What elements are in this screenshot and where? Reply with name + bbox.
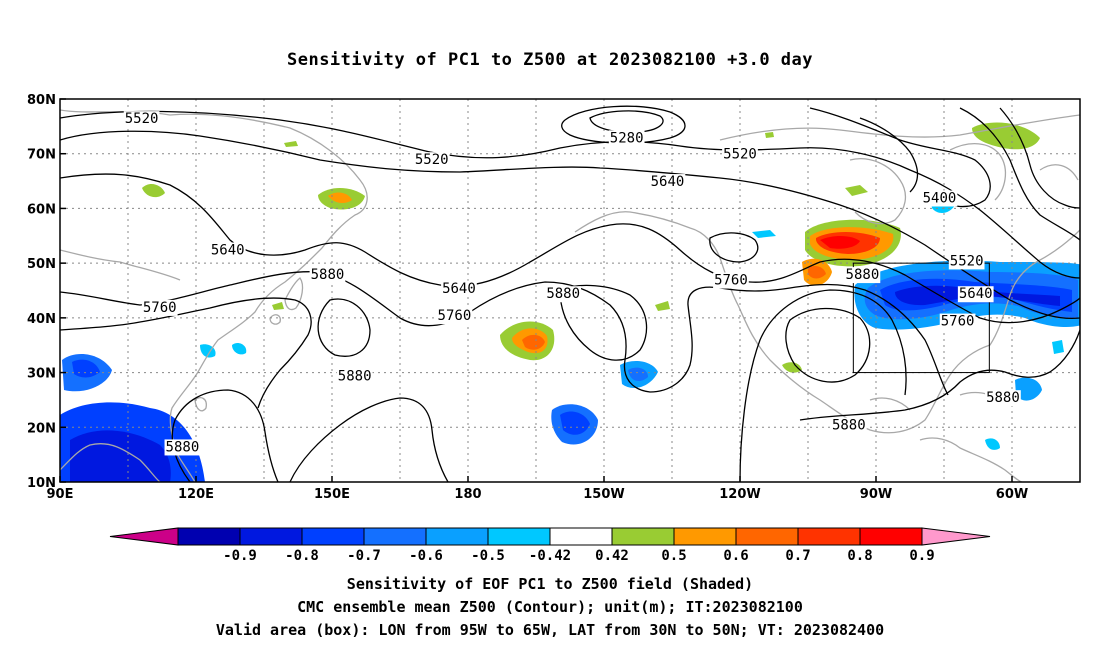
contour-labels: 5520 5280 5520 5520 5640 5400 5640 5880 5640 5760… (123, 111, 1021, 456)
contour-label: 5640 (442, 281, 476, 297)
colorbar-label: 0.5 (661, 548, 686, 564)
contour-label: 5760 (941, 314, 975, 330)
contour-label-bg (141, 299, 178, 316)
lat-label: 70N (27, 148, 56, 163)
contour-label: 5880 (311, 267, 345, 283)
contour-label: 5520 (415, 152, 449, 168)
contour-label-bg (921, 190, 958, 207)
contour-label: 5880 (832, 418, 866, 434)
lat-label: 10N (27, 476, 56, 491)
colorbar-segment (859, 527, 923, 546)
lon-label: 150W (583, 487, 624, 502)
coastlines (60, 109, 1080, 482)
contour-label: 5760 (143, 300, 177, 316)
lon-label: 60W (996, 487, 1028, 502)
colorbar-label: 0.9 (909, 548, 934, 564)
contour-label: 5520 (723, 147, 757, 163)
lon-label: 90E (47, 487, 74, 502)
map-frame (59, 98, 1081, 483)
colorbar-segment (239, 527, 303, 546)
colorbar-segment (487, 527, 551, 546)
contour-label: 5520 (950, 253, 984, 269)
contour-label: 5520 (125, 111, 159, 127)
lon-label: 90W (860, 487, 892, 502)
contour-label-bg (336, 368, 373, 385)
colorbar-label: 0.8 (847, 548, 872, 564)
lat-label: 50N (27, 257, 56, 272)
contour-label-bg (722, 146, 758, 163)
contour-label-bg (948, 253, 985, 270)
contour-label: 5880 (546, 286, 580, 302)
caption-valid-area: Valid area (box): LON from 95W to 65W, L… (215, 621, 885, 639)
contour-label-bg (123, 111, 160, 128)
lon-label: 120W (719, 487, 760, 502)
colorbar-segment (177, 527, 241, 546)
colorbar: -0.9 -0.8 -0.7 -0.6 -0.5 -0.42 0.42 0.5 0.6 0.7 0.… (109, 527, 991, 564)
colorbar-label: -0.7 (347, 548, 381, 564)
contour-label-bg (957, 286, 994, 303)
colorbar-label: -0.9 (223, 548, 257, 564)
contour-label-bg (608, 130, 645, 147)
colorbar-segment (797, 527, 861, 546)
contour-label: 5400 (923, 190, 957, 206)
lon-label: 120E (178, 487, 214, 502)
colorbar-label: -0.42 (529, 548, 571, 564)
contour-label: 5640 (959, 286, 993, 302)
colorbar-label: 0.42 (595, 548, 629, 564)
lat-lon-grid (60, 99, 1080, 482)
contour-label: 5640 (211, 242, 245, 258)
lat-label: 40N (27, 312, 56, 327)
sensitivity-shading (60, 122, 1080, 482)
colorbar-segment (363, 527, 427, 546)
contour-label-bg (713, 272, 749, 289)
contour-label-bg (309, 267, 346, 284)
colorbar-label: 0.6 (723, 548, 748, 564)
latitude-axis-labels: 10N 20N 30N 40N 50N 60N 70N 80N (27, 93, 66, 491)
colorbar-low-triangle (109, 527, 179, 546)
lon-label: 150E (314, 487, 350, 502)
contour-label: 5280 (610, 130, 644, 146)
map-title: Sensitivity of PC1 to Z500 at 2023082100… (286, 50, 813, 70)
valid-area-box (852, 262, 990, 374)
lat-label: 20N (27, 421, 56, 436)
longitude-axis-labels: 90E 120E 150E 180 150W 120W 90W 60W (47, 476, 1028, 502)
lon-label: 180 (454, 487, 481, 502)
contour-label: 5880 (846, 267, 880, 283)
contour-label: 5880 (166, 439, 200, 455)
contour-label-bg (830, 417, 867, 434)
contour-label-bg (649, 174, 686, 191)
contour-label-bg (164, 439, 201, 456)
contour-label-bg (844, 267, 881, 284)
contour-label-bg (939, 313, 976, 330)
colorbar-segment (611, 527, 675, 546)
colorbar-label: 0.7 (785, 548, 810, 564)
caption-contour: CMC ensemble mean Z500 (Contour); unit(m… (297, 598, 803, 616)
lat-label: 60N (27, 202, 56, 217)
contour-label: 5760 (714, 273, 748, 289)
contour-label: 5640 (651, 174, 685, 190)
colorbar-segment (549, 527, 613, 546)
contour-label: 5880 (338, 368, 372, 384)
contour-label-bg (441, 280, 477, 297)
contour-label-bg (436, 308, 473, 325)
caption-shading: Sensitivity of EOF PC1 to Z500 field (Sh… (346, 575, 754, 593)
colorbar-label: -0.6 (409, 548, 443, 564)
colorbar-high-triangle (921, 527, 991, 546)
colorbar-segment (673, 527, 737, 546)
lat-label: 30N (27, 367, 56, 382)
colorbar-label: -0.5 (471, 548, 505, 564)
contour-label-bg (545, 286, 582, 303)
lat-label: 80N (27, 93, 56, 108)
contour-label: 5760 (438, 308, 472, 324)
colorbar-segment (425, 527, 489, 546)
contour-label-bg (413, 152, 450, 169)
contour-label: 5880 (986, 390, 1020, 406)
contour-label-bg (209, 242, 246, 259)
colorbar-label: -0.8 (285, 548, 319, 564)
colorbar-segment (301, 527, 365, 546)
colorbar-segment (735, 527, 799, 546)
contour-label-bg (985, 390, 1021, 407)
